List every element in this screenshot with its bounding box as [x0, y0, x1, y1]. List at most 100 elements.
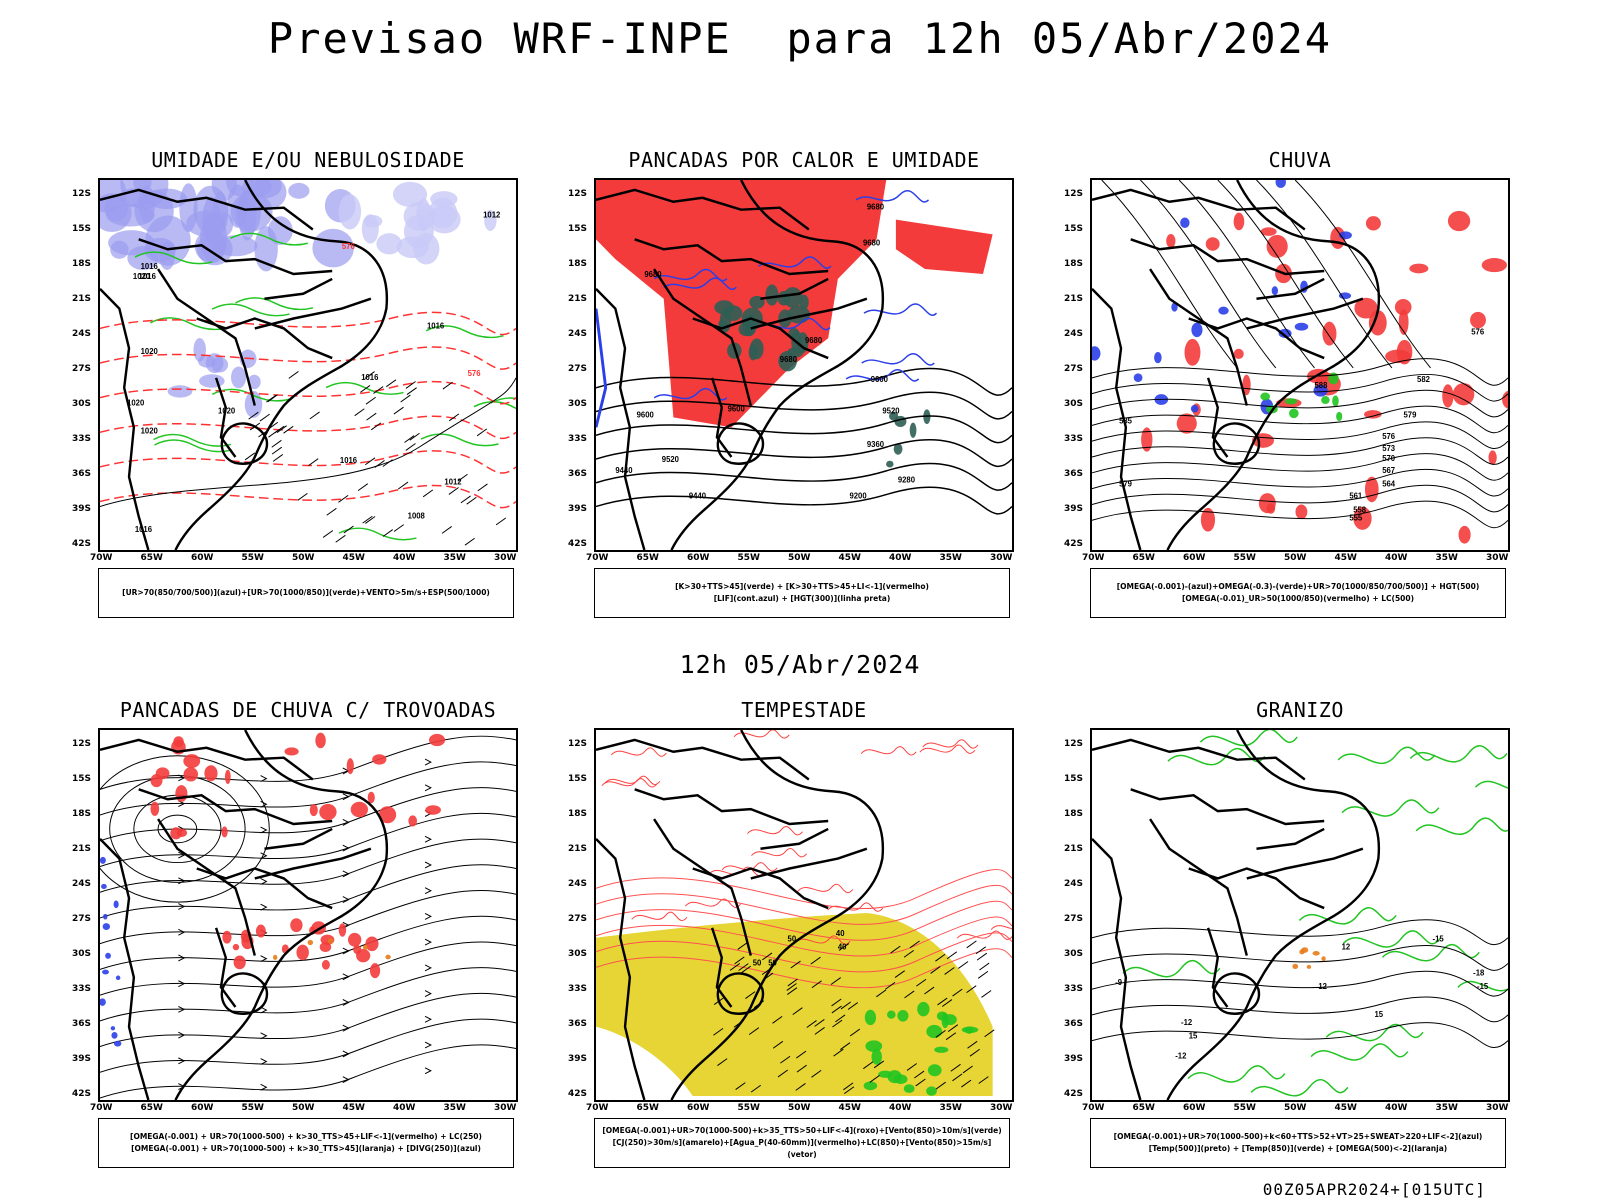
shaded-area	[1299, 949, 1305, 955]
wind-vector	[969, 1048, 980, 1057]
shaded-area	[1278, 328, 1292, 338]
longitude-tick-label: 55W	[737, 1103, 760, 1113]
latitude-tick-label: 30S	[1064, 949, 1084, 959]
contour-label: 9600	[637, 410, 655, 419]
shaded-area	[183, 767, 199, 782]
contour-label: 567	[1382, 466, 1395, 475]
wind-vector	[466, 496, 477, 505]
contour-label: 1012	[444, 478, 462, 487]
streamline	[100, 761, 516, 816]
shaded-area	[926, 1086, 937, 1096]
shaded-area	[1481, 258, 1507, 273]
shaded-area	[403, 201, 436, 231]
latitude-tick-label: 36S	[1064, 469, 1084, 479]
shaded-area	[1141, 427, 1153, 452]
country-border	[653, 818, 752, 956]
panel-legend: [OMEGA(-0.001)+UR>70(1000-500)+k>35_TTS>…	[594, 1118, 1010, 1168]
contour-label: 576	[468, 369, 482, 378]
shaded-area	[155, 767, 170, 780]
wind-vector	[248, 411, 259, 420]
shaded-area	[723, 305, 743, 321]
contour-line	[596, 948, 1012, 989]
arrowhead	[342, 973, 350, 981]
humidity-contour	[150, 317, 228, 331]
shaded-area	[378, 806, 397, 824]
longitude-tick-label: 30W	[494, 1103, 517, 1113]
humidity-contour	[338, 527, 417, 541]
longitude-tick-label: 35W	[443, 553, 466, 563]
latitude-tick-label: 30S	[568, 399, 588, 409]
latitude-tick-label: 15S	[1064, 774, 1084, 784]
latitude-tick-label: 15S	[568, 774, 588, 784]
shaded-area	[413, 232, 440, 265]
temperature-850-contour	[1298, 907, 1397, 925]
temperature-850-contour	[1342, 930, 1441, 948]
contour-label: 582	[1417, 375, 1431, 384]
contour-label: 1020	[133, 272, 151, 281]
lif-contour	[596, 308, 608, 428]
wind-vector	[833, 1048, 844, 1057]
shaded-area	[934, 1046, 949, 1053]
wind-vector	[354, 408, 365, 417]
country-border	[214, 927, 237, 1008]
contour-label: 564	[1382, 480, 1396, 489]
shaded-area	[783, 287, 803, 308]
contour-label: 15	[1189, 1032, 1198, 1041]
humidity-contour	[425, 325, 504, 339]
arrowhead	[424, 964, 432, 972]
latitude-tick-label: 21S	[72, 294, 92, 304]
contour-label: -12	[1175, 1051, 1187, 1060]
longitude-tick-label: 55W	[241, 553, 264, 563]
shaded-area	[1180, 217, 1190, 228]
contour-label: 12	[1342, 943, 1351, 952]
state-border	[1212, 972, 1261, 1015]
panel-title: CHUVA	[1268, 148, 1332, 172]
shaded-area	[232, 943, 240, 951]
contour-label: 9680	[644, 270, 662, 279]
shaded-area	[1470, 311, 1486, 329]
coastline	[174, 730, 389, 1100]
country-border	[1246, 297, 1364, 330]
wind-vector	[979, 962, 990, 971]
shaded-area	[338, 923, 347, 937]
wind-vector	[903, 949, 915, 958]
wind-vector	[924, 986, 935, 995]
shaded-area	[863, 1081, 878, 1091]
country-border	[254, 297, 372, 330]
contour-line	[596, 869, 1012, 910]
latitude-tick-label: 39S	[568, 1054, 588, 1064]
streamline	[1140, 180, 1277, 369]
wind-vector	[962, 1065, 973, 1074]
shaded-area	[350, 801, 368, 818]
precipitable-water-contour	[827, 902, 884, 912]
longitude-tick-label: 35W	[443, 1103, 466, 1113]
contour-label: 573	[1382, 444, 1396, 453]
country-border	[254, 847, 372, 880]
precipitable-water-contour	[684, 898, 741, 908]
contour-label: 1016	[139, 272, 157, 281]
longitude-tick-label: 45W	[1334, 1103, 1357, 1113]
latitude-tick-label: 24S	[72, 329, 92, 339]
shaded-area	[1233, 212, 1245, 231]
longitude-tick-label: 55W	[737, 553, 760, 563]
shaded-area	[115, 975, 121, 981]
coastline	[1166, 180, 1381, 550]
streamline	[100, 941, 516, 996]
legend-line: [OMEGA(-0.01)_UR>50(1000/850)(vermelho) …	[1181, 594, 1415, 603]
wind-vector	[365, 396, 376, 405]
shaded-area	[1338, 292, 1352, 300]
panel-legend: [OMEGA(-0.001)+UR>70(1000-500)+k<60+TTS>…	[1090, 1118, 1506, 1168]
longitude-tick-label: 60W	[687, 553, 710, 563]
wind-vector	[786, 983, 797, 991]
longitude-tick-label: 50W	[788, 1103, 811, 1113]
latitude-tick-label: 27S	[72, 914, 92, 924]
shaded-area	[307, 939, 314, 946]
shaded-area	[365, 936, 379, 952]
shaded-area	[1176, 413, 1197, 434]
streamline	[100, 864, 516, 919]
shaded-area	[1452, 383, 1475, 406]
latitude-tick-label: 12S	[568, 739, 588, 749]
wind-vector	[476, 428, 488, 437]
streamline	[100, 838, 516, 893]
